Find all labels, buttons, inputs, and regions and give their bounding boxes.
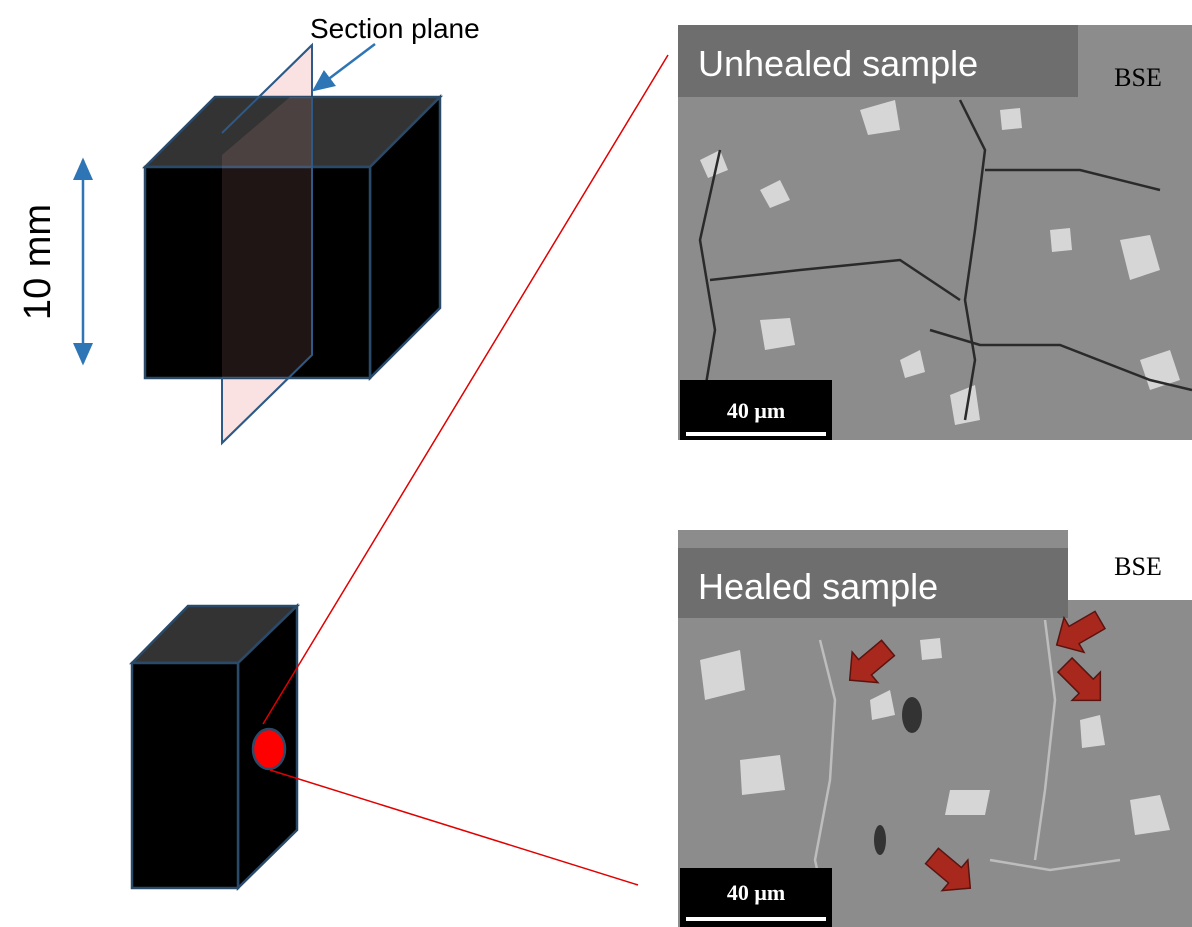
zoom-line: [270, 770, 638, 885]
section-spot: [253, 729, 285, 769]
scale-bar-label: 40 μm: [727, 398, 785, 423]
scale-bar: [686, 917, 826, 921]
section-label: Section plane: [310, 13, 480, 44]
detector-label: BSE: [1114, 63, 1162, 92]
pointer-arrow: [314, 44, 375, 90]
detector-label: BSE: [1114, 552, 1162, 581]
dimension-label: 10 mm: [17, 204, 59, 320]
scale-bar: [686, 432, 826, 436]
figure: Section plane 10 mm Unhealed sample BSE: [0, 0, 1192, 927]
panel-title: Unhealed sample: [698, 43, 978, 84]
scale-bar-label: 40 μm: [727, 880, 785, 905]
panel-title: Healed sample: [698, 566, 938, 607]
